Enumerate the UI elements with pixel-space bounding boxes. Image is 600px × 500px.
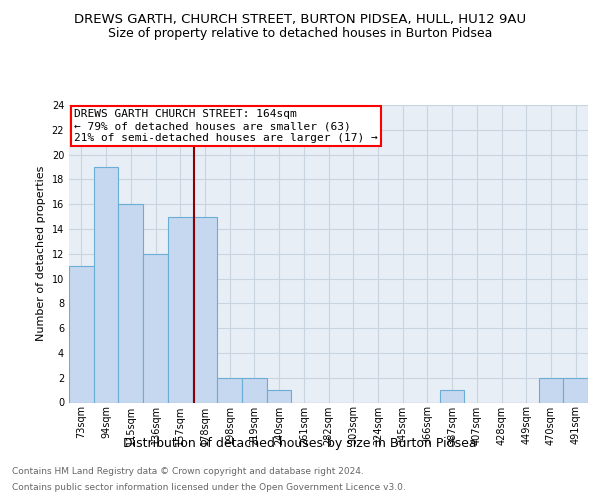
Bar [217, 378, 242, 402]
Bar [440, 390, 464, 402]
Bar [118, 204, 143, 402]
Bar [242, 378, 267, 402]
Bar [267, 390, 292, 402]
Bar [193, 216, 217, 402]
Bar [69, 266, 94, 402]
Bar [143, 254, 168, 402]
Text: Contains HM Land Registry data © Crown copyright and database right 2024.: Contains HM Land Registry data © Crown c… [12, 468, 364, 476]
Text: DREWS GARTH CHURCH STREET: 164sqm
← 79% of detached houses are smaller (63)
21% : DREWS GARTH CHURCH STREET: 164sqm ← 79% … [74, 110, 378, 142]
Text: Distribution of detached houses by size in Burton Pidsea: Distribution of detached houses by size … [123, 438, 477, 450]
Bar [563, 378, 588, 402]
Bar [94, 167, 118, 402]
Text: Size of property relative to detached houses in Burton Pidsea: Size of property relative to detached ho… [108, 28, 492, 40]
Text: DREWS GARTH, CHURCH STREET, BURTON PIDSEA, HULL, HU12 9AU: DREWS GARTH, CHURCH STREET, BURTON PIDSE… [74, 12, 526, 26]
Bar [168, 216, 193, 402]
Y-axis label: Number of detached properties: Number of detached properties [36, 166, 46, 342]
Text: Contains public sector information licensed under the Open Government Licence v3: Contains public sector information licen… [12, 482, 406, 492]
Bar [539, 378, 563, 402]
